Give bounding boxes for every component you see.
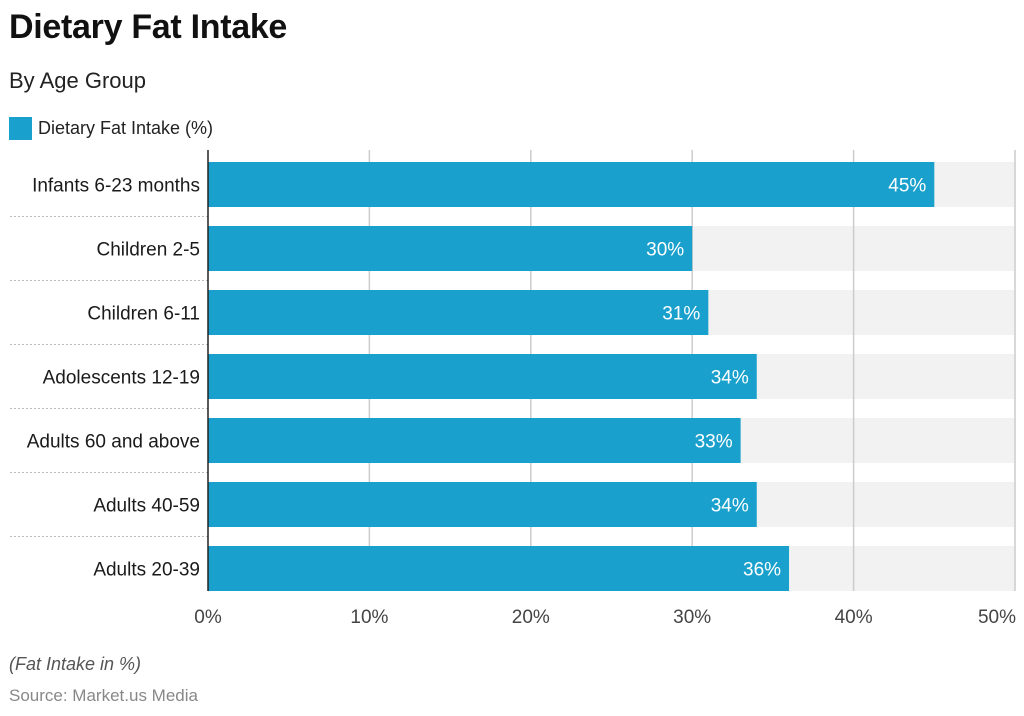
category-label: Children 2-5 [97, 240, 201, 261]
category-label: Adolescents 12-19 [43, 368, 200, 389]
category-label: Children 6-11 [87, 304, 200, 325]
legend: Dietary Fat Intake (%) [9, 115, 213, 141]
chart-title: Dietary Fat Intake [9, 8, 288, 46]
unit-note: (Fat Intake in %) [9, 654, 142, 674]
bar-value-label: 33% [695, 432, 733, 453]
legend-label: Dietary Fat Intake (%) [38, 117, 214, 138]
bar-value-label: 34% [711, 368, 749, 389]
x-tick-label: 0% [194, 607, 222, 628]
category-label: Adults 60 and above [27, 432, 200, 453]
bar [208, 290, 709, 335]
x-tick-label: 20% [512, 607, 550, 628]
bar-value-label: 36% [743, 560, 781, 581]
category-label: Adults 20-39 [93, 560, 200, 581]
chart-subtitle: By Age Group [9, 68, 146, 93]
bar [208, 418, 741, 463]
bar [208, 354, 757, 399]
x-tick-label: 50% [978, 607, 1016, 628]
bar-value-label: 34% [711, 496, 749, 517]
legend-swatch [9, 116, 32, 140]
category-label: Adults 40-59 [93, 496, 200, 517]
source-note: Source: Market.us Media [9, 686, 198, 705]
bar [208, 162, 935, 207]
x-tick-label: 40% [835, 607, 873, 628]
bar [208, 482, 757, 527]
category-label: Infants 6-23 months [32, 176, 200, 197]
x-tick-label: 10% [350, 607, 388, 628]
bar-value-label: 31% [662, 304, 700, 325]
bar [208, 226, 693, 271]
bar-value-label: 30% [646, 240, 684, 261]
bar-chart: 45% Infants 6-23 months 30% Children 2-5 31%… [10, 150, 1016, 628]
bar [208, 546, 790, 591]
x-tick-label: 30% [673, 607, 711, 628]
bar-value-label: 45% [888, 176, 926, 197]
